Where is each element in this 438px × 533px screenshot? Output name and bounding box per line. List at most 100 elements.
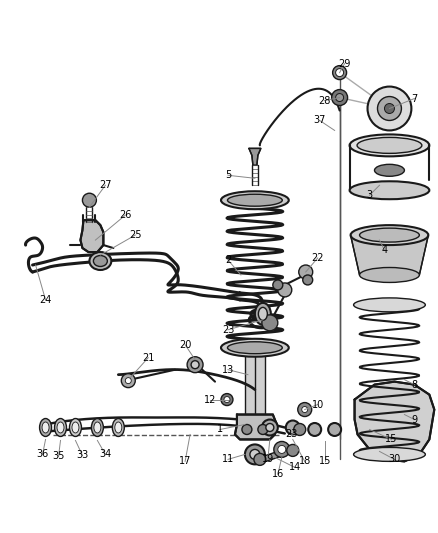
Ellipse shape	[353, 298, 424, 312]
Circle shape	[272, 280, 282, 290]
Text: 29: 29	[338, 59, 350, 69]
Text: 37: 37	[313, 116, 325, 125]
Text: 2: 2	[224, 255, 230, 265]
Circle shape	[335, 94, 343, 101]
Polygon shape	[350, 235, 427, 275]
Text: 23: 23	[221, 325, 233, 335]
Ellipse shape	[227, 194, 282, 206]
Polygon shape	[234, 415, 276, 439]
Circle shape	[377, 96, 400, 120]
Text: 16: 16	[271, 470, 283, 479]
Text: 12: 12	[203, 394, 216, 405]
Polygon shape	[354, 382, 433, 462]
Circle shape	[301, 407, 307, 413]
Circle shape	[187, 357, 203, 373]
Circle shape	[121, 374, 135, 387]
Circle shape	[223, 397, 230, 402]
Text: 15: 15	[385, 434, 397, 445]
Bar	[244, 355, 264, 415]
Ellipse shape	[374, 164, 403, 176]
Text: 21: 21	[142, 353, 154, 363]
Text: 22: 22	[311, 253, 323, 263]
Circle shape	[298, 265, 312, 279]
Circle shape	[82, 193, 96, 207]
Text: 19: 19	[261, 455, 273, 464]
Ellipse shape	[57, 422, 64, 433]
Circle shape	[125, 378, 131, 384]
Text: 18: 18	[298, 456, 310, 466]
Text: 1: 1	[216, 424, 223, 434]
Text: 36: 36	[36, 449, 49, 459]
Text: 11: 11	[221, 455, 233, 464]
Text: 8: 8	[410, 379, 417, 390]
Circle shape	[332, 66, 346, 79]
Text: 30: 30	[388, 455, 399, 464]
Circle shape	[302, 275, 312, 285]
Text: 28: 28	[318, 95, 330, 106]
Ellipse shape	[356, 138, 421, 154]
Polygon shape	[259, 447, 292, 463]
Text: 13: 13	[221, 365, 233, 375]
Text: 15: 15	[318, 456, 330, 466]
Ellipse shape	[261, 419, 277, 435]
Ellipse shape	[265, 424, 273, 432]
Ellipse shape	[220, 191, 288, 209]
Ellipse shape	[307, 423, 321, 436]
Ellipse shape	[350, 225, 427, 245]
Ellipse shape	[115, 422, 121, 433]
Circle shape	[297, 402, 311, 416]
Circle shape	[277, 446, 285, 454]
Circle shape	[261, 315, 277, 331]
Circle shape	[286, 445, 298, 456]
Circle shape	[241, 424, 251, 434]
Ellipse shape	[69, 418, 81, 437]
Ellipse shape	[359, 228, 418, 242]
Ellipse shape	[353, 447, 424, 462]
Text: 4: 4	[381, 245, 387, 255]
Ellipse shape	[285, 421, 299, 434]
Text: 3: 3	[366, 190, 372, 200]
Text: 23: 23	[285, 430, 297, 440]
Text: 34: 34	[99, 449, 111, 459]
Polygon shape	[80, 220, 103, 252]
Text: 25: 25	[129, 230, 141, 240]
Ellipse shape	[359, 268, 418, 282]
Ellipse shape	[39, 418, 51, 437]
Text: 17: 17	[179, 456, 191, 466]
Circle shape	[253, 454, 265, 465]
Text: 10: 10	[311, 400, 323, 409]
Circle shape	[367, 86, 410, 131]
Text: 14: 14	[288, 462, 300, 472]
Circle shape	[191, 361, 198, 369]
Ellipse shape	[42, 422, 49, 433]
Ellipse shape	[72, 422, 79, 433]
Polygon shape	[248, 148, 260, 165]
Circle shape	[277, 283, 291, 297]
Ellipse shape	[112, 418, 124, 437]
Circle shape	[273, 441, 289, 457]
Text: 7: 7	[410, 93, 417, 103]
Circle shape	[249, 449, 259, 459]
Circle shape	[293, 424, 305, 435]
Circle shape	[244, 445, 264, 464]
Ellipse shape	[93, 255, 107, 266]
Circle shape	[257, 424, 267, 434]
Circle shape	[335, 69, 343, 77]
Text: 33: 33	[76, 450, 88, 461]
Ellipse shape	[349, 181, 428, 199]
Ellipse shape	[54, 418, 66, 437]
Circle shape	[220, 393, 233, 406]
Ellipse shape	[258, 308, 267, 320]
Ellipse shape	[91, 418, 103, 437]
Text: 26: 26	[119, 210, 131, 220]
Ellipse shape	[328, 423, 340, 436]
Ellipse shape	[227, 342, 282, 354]
Text: 5: 5	[224, 170, 230, 180]
Ellipse shape	[220, 339, 288, 357]
Text: 9: 9	[410, 415, 417, 424]
Text: 20: 20	[179, 340, 191, 350]
Text: 35: 35	[52, 451, 64, 462]
Ellipse shape	[89, 252, 111, 270]
Ellipse shape	[94, 422, 101, 433]
Text: 24: 24	[39, 295, 52, 305]
